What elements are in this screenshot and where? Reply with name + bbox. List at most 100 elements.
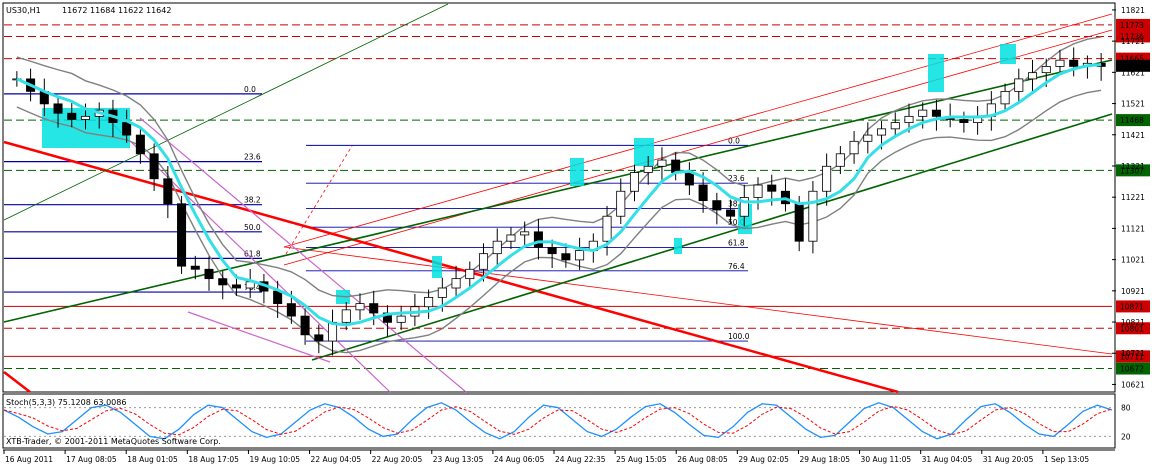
candle-body	[1014, 78, 1024, 92]
fib-left-label: 61.8	[244, 249, 261, 258]
stoch-level-label: 20	[1121, 432, 1131, 441]
candle-body	[1055, 59, 1065, 67]
candle-body	[451, 278, 461, 289]
violet-channel-upper	[95, 107, 391, 393]
level-label: 10672	[1120, 365, 1144, 374]
time-tick-label: 25 Aug 15:05	[616, 455, 667, 464]
candle-body	[629, 172, 640, 192]
candle-body	[863, 134, 873, 142]
fib-right-label: 50.0	[728, 218, 745, 227]
candle-body	[904, 115, 914, 123]
stoch-level-label: 80	[1121, 404, 1131, 413]
ohlc-label: 11672 11684 11622 11642	[62, 6, 171, 15]
candle-body	[1027, 72, 1038, 80]
candle-body	[506, 234, 516, 242]
symbol-label: US30,H1	[6, 6, 41, 15]
candle-body	[273, 290, 283, 305]
price-tick-label: 11421	[1121, 131, 1145, 140]
candle-body	[218, 278, 228, 286]
stoch-main-line	[3, 402, 1113, 440]
candle-body	[808, 190, 818, 242]
time-tick-label: 22 Aug 20:05	[372, 455, 423, 464]
level-badge	[1116, 322, 1150, 335]
price-axis: 11821 11721 11621 11521 11421 11321 11221 11121…	[1112, 6, 1145, 389]
copyright-label: XTB-Trader, © 2001-2011 MetaQuotes Softw…	[6, 437, 221, 446]
moving-average-line	[16, 63, 1102, 327]
time-tick-label: 26 Aug 08:05	[677, 455, 728, 464]
candle-body	[80, 115, 91, 120]
moving-average-layer	[16, 63, 1102, 327]
price-tick-label: 11521	[1121, 100, 1145, 109]
candle-body	[149, 153, 159, 180]
candle-body	[53, 103, 63, 114]
candle-body	[877, 128, 887, 136]
candle-body	[890, 122, 900, 130]
fib-right-label: 76.4	[728, 262, 745, 271]
time-tick-label: 24 Aug 06:05	[494, 455, 545, 464]
price-tick-label: 10921	[1121, 287, 1145, 296]
time-tick-label: 23 Aug 13:05	[433, 455, 484, 464]
price-tick-label: 10821	[1121, 318, 1145, 327]
level-label: 11665	[1120, 55, 1144, 64]
candle-body	[671, 159, 681, 173]
stochastic-layer: 80 20	[3, 402, 1131, 441]
level-badge	[1116, 300, 1150, 313]
candle-body	[286, 303, 296, 317]
candle-body	[616, 190, 626, 217]
bollinger-lower	[16, 89, 1102, 354]
candle-body	[547, 247, 557, 255]
violet-channel-lower	[139, 117, 467, 393]
bollinger-upper	[16, 36, 1102, 298]
candle-body	[643, 165, 653, 173]
candle-body	[1000, 90, 1010, 105]
level-badge	[1116, 362, 1150, 375]
stoch-label: Stoch(5,3,3) 75.1208 63.0086	[6, 398, 126, 407]
thin-green-line	[3, 3, 449, 221]
time-tick-label: 16 Aug 2011	[5, 455, 53, 464]
red-channel-upper	[283, 13, 1113, 248]
level-badge	[1116, 18, 1150, 31]
candle-body	[341, 309, 351, 323]
green-channel-upper	[3, 59, 1113, 323]
time-tick-label: 29 Aug 18:05	[799, 455, 850, 464]
candle-body	[300, 315, 310, 336]
level-badge	[1116, 59, 1150, 72]
candle-body	[1069, 59, 1079, 67]
fib-left-label: 38.2	[244, 196, 261, 205]
level-label: 11736	[1120, 32, 1144, 41]
fibonacci-layer: 0.0 23.6 38.2 50.0 61.8 76.4 0.0 23.6 38.2 50.0 61…	[4, 85, 750, 342]
price-tick-label: 11721	[1121, 37, 1145, 46]
time-tick-label: 1 Sep 13:05	[1044, 455, 1090, 464]
candle-body	[314, 334, 324, 342]
candle-body	[369, 303, 379, 314]
candle-body	[204, 268, 214, 280]
candle-body	[520, 231, 530, 236]
candle-body	[822, 165, 832, 192]
candle-body	[726, 209, 736, 217]
trendlines-layer	[3, 3, 1113, 394]
time-tick-label: 31 Aug 04:05	[922, 455, 973, 464]
highlight-box	[928, 54, 944, 92]
bollinger-layer	[16, 36, 1102, 354]
candle-body	[1041, 66, 1051, 74]
fib-right-label: 38.2	[728, 199, 745, 208]
candle-body	[849, 140, 859, 155]
candle-body	[684, 172, 694, 186]
fib-right-label: 23.6	[728, 174, 745, 183]
highlight-box	[570, 158, 584, 186]
price-tick-label: 11821	[1121, 6, 1145, 15]
candle-body	[767, 184, 777, 192]
candle-body	[835, 153, 845, 167]
highlight-box	[1000, 44, 1016, 64]
red-channel-mid	[283, 29, 1113, 266]
price-tick-label: 11321	[1121, 162, 1145, 171]
price-tick-label: 11021	[1121, 256, 1145, 265]
level-label: 10801	[1120, 324, 1144, 333]
time-tick-label: 31 Aug 20:05	[983, 455, 1034, 464]
level-label: 11773	[1120, 21, 1144, 30]
candle-body	[67, 112, 77, 120]
highlight-box	[634, 138, 654, 166]
candle-body	[478, 253, 489, 270]
